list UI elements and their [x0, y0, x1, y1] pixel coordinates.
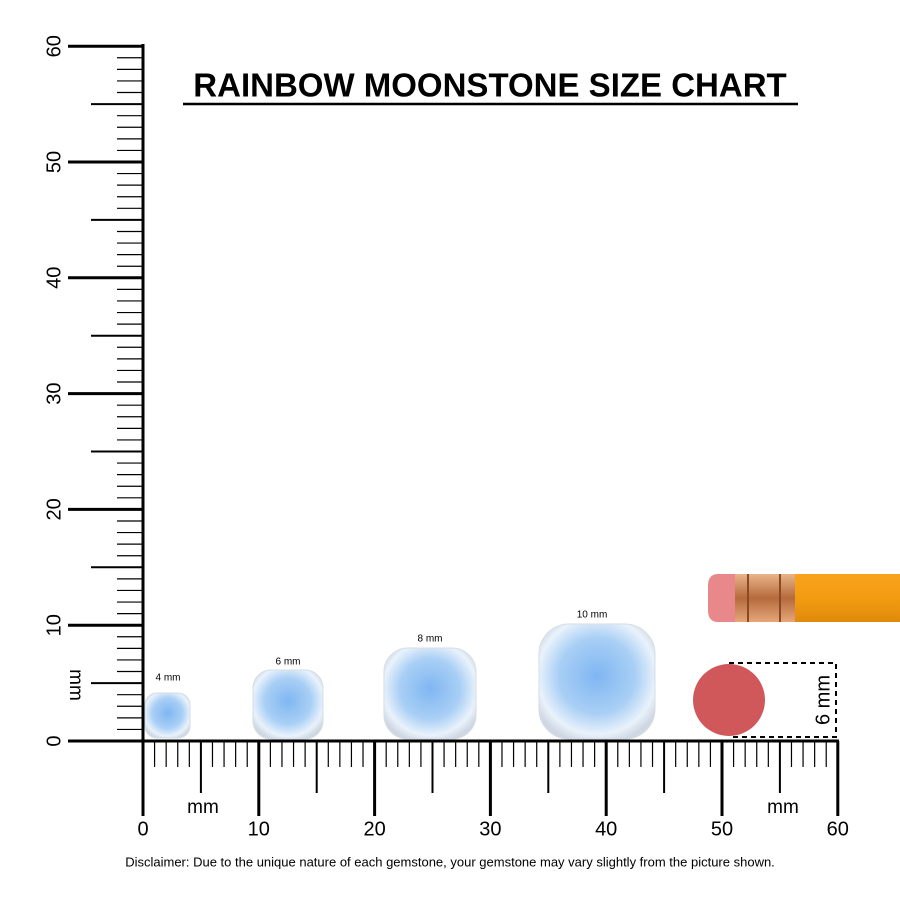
- gem-label: 6 mm: [276, 657, 301, 668]
- ruler-label: 60: [43, 35, 65, 57]
- gem-label: 8 mm: [418, 634, 443, 645]
- ruler: 0 10 20 30 40 50 60 0 10 20 30 40 50 60: [43, 35, 849, 840]
- ruler-label: 50: [711, 818, 733, 840]
- gem: 4 mm: [144, 673, 191, 739]
- ruler-label: 50: [43, 151, 65, 173]
- ruler-label: 10: [43, 614, 65, 636]
- gem: 10 mm: [538, 610, 656, 740]
- eraser: 6 mm: [693, 662, 837, 738]
- ruler-label: 0: [137, 818, 148, 840]
- ruler-label: 30: [479, 818, 501, 840]
- ruler-label: 10: [248, 818, 270, 840]
- gem: 8 mm: [383, 634, 477, 740]
- pencil: [708, 574, 900, 622]
- ruler-label: 20: [363, 818, 385, 840]
- ruler-label: 40: [43, 267, 65, 289]
- gem-label: 4 mm: [156, 673, 181, 684]
- ruler-label: 40: [595, 818, 617, 840]
- unit-label: mm: [187, 797, 219, 818]
- ruler-label: 60: [827, 818, 849, 840]
- unit-label: mm: [767, 797, 799, 818]
- ruler-label: 30: [43, 382, 65, 404]
- unit-label: mm: [65, 669, 86, 701]
- ruler-label: 20: [43, 498, 65, 520]
- title: RAINBOW MOONSTONE SIZE CHART: [193, 67, 786, 104]
- ruler-label: 0: [43, 735, 65, 746]
- disclaimer: Disclaimer: Due to the unique nature of …: [125, 854, 775, 869]
- gem-label: 10 mm: [577, 610, 608, 621]
- eraser-label: 6 mm: [812, 675, 834, 725]
- gem: 6 mm: [252, 657, 324, 740]
